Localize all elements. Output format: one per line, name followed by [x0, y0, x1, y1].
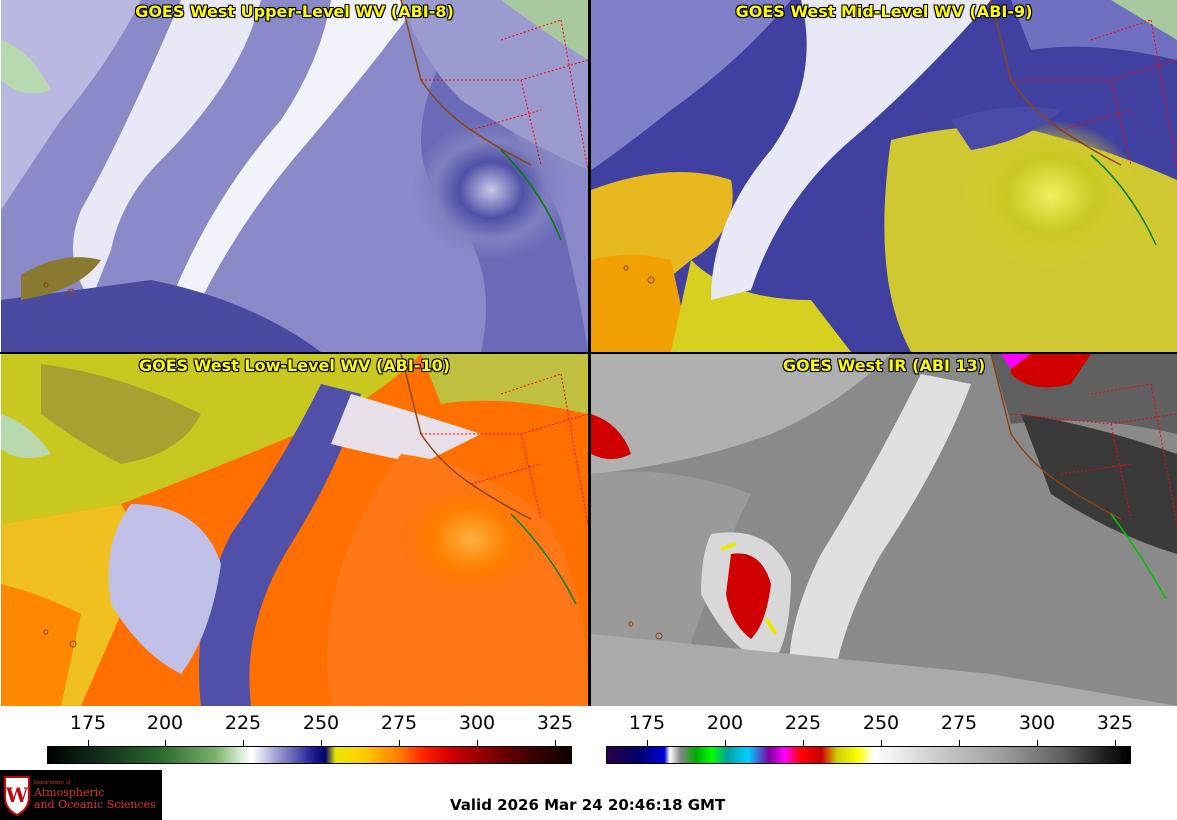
horizontal-divider — [0, 352, 1177, 354]
water-vapor-colorbar: 175 200 225 250 275 300 325 — [47, 702, 574, 764]
wv-tick-label: 250 — [302, 712, 340, 734]
wv-tick-mark — [321, 740, 322, 746]
ir-tick-label: 250 — [862, 712, 900, 734]
crest-letter: W — [5, 783, 29, 807]
ir-tick-label: 300 — [1018, 712, 1056, 734]
wv-tick-label: 275 — [380, 712, 418, 734]
wv-tick-label: 175 — [69, 712, 107, 734]
ir-tick-mark — [647, 740, 648, 746]
mid-level-wv-title: GOES West Mid-Level WV (ABI-9) — [735, 2, 1033, 21]
wv-tick-mark — [243, 740, 244, 746]
infrared-color-scale — [606, 746, 1131, 764]
logo-name: Atmospheric and Oceanic Sciences — [34, 787, 156, 811]
mid-level-wv-image — [591, 0, 1177, 352]
upper-level-wv-title: GOES West Upper-Level WV (ABI-8) — [135, 2, 454, 21]
wv-tick-mark — [165, 740, 166, 746]
water-vapor-colorbar-ticks: 175 200 225 250 275 300 325 — [47, 702, 574, 746]
ir-tick-mark — [1115, 740, 1116, 746]
ir-tick-label: 175 — [628, 712, 666, 734]
ir-tick-mark — [1037, 740, 1038, 746]
logo-name-line1: Atmospheric — [34, 786, 105, 799]
wv-tick-mark — [555, 740, 556, 746]
wv-tick-label: 200 — [146, 712, 184, 734]
wv-tick-mark — [399, 740, 400, 746]
upper-level-wv-panel: GOES West Upper-Level WV (ABI-8) — [1, 0, 588, 352]
low-level-wv-image — [1, 354, 588, 706]
university-crest-icon: W — [4, 776, 30, 817]
ir-tick-mark — [959, 740, 960, 746]
ir-tick-mark — [725, 740, 726, 746]
wv-tick-mark — [477, 740, 478, 746]
infrared-colorbar: 175 200 225 250 275 300 325 — [606, 702, 1134, 764]
mid-level-wv-panel: GOES West Mid-Level WV (ABI-9) — [591, 0, 1177, 352]
wv-tick-label: 300 — [458, 712, 496, 734]
ir-tick-mark — [803, 740, 804, 746]
logo-name-line2: and Oceanic Sciences — [34, 798, 156, 811]
infrared-title: GOES West IR (ABI 13) — [782, 356, 986, 375]
wv-tick-mark — [88, 740, 89, 746]
low-level-wv-title: GOES West Low-Level WV (ABI-10) — [138, 356, 451, 375]
aos-department-logo[interactable]: W Department of Atmospheric and Oceanic … — [0, 770, 162, 820]
ir-tick-label: 325 — [1096, 712, 1134, 734]
water-vapor-color-scale — [47, 746, 572, 764]
low-level-wv-panel: GOES West Low-Level WV (ABI-10) — [1, 354, 588, 706]
ir-tick-label: 225 — [784, 712, 822, 734]
ir-tick-label: 200 — [706, 712, 744, 734]
infrared-image — [591, 354, 1177, 706]
wv-tick-label: 325 — [536, 712, 574, 734]
infrared-colorbar-ticks: 175 200 225 250 275 300 325 — [606, 702, 1134, 746]
ir-tick-mark — [881, 740, 882, 746]
infrared-panel: GOES West IR (ABI 13) — [591, 354, 1177, 706]
wv-tick-label: 225 — [224, 712, 262, 734]
valid-time: Valid 2026 Mar 24 20:46:18 GMT — [450, 796, 726, 814]
logo-department: Department of — [34, 780, 71, 786]
ir-tick-label: 275 — [940, 712, 978, 734]
upper-level-wv-image — [1, 0, 588, 352]
